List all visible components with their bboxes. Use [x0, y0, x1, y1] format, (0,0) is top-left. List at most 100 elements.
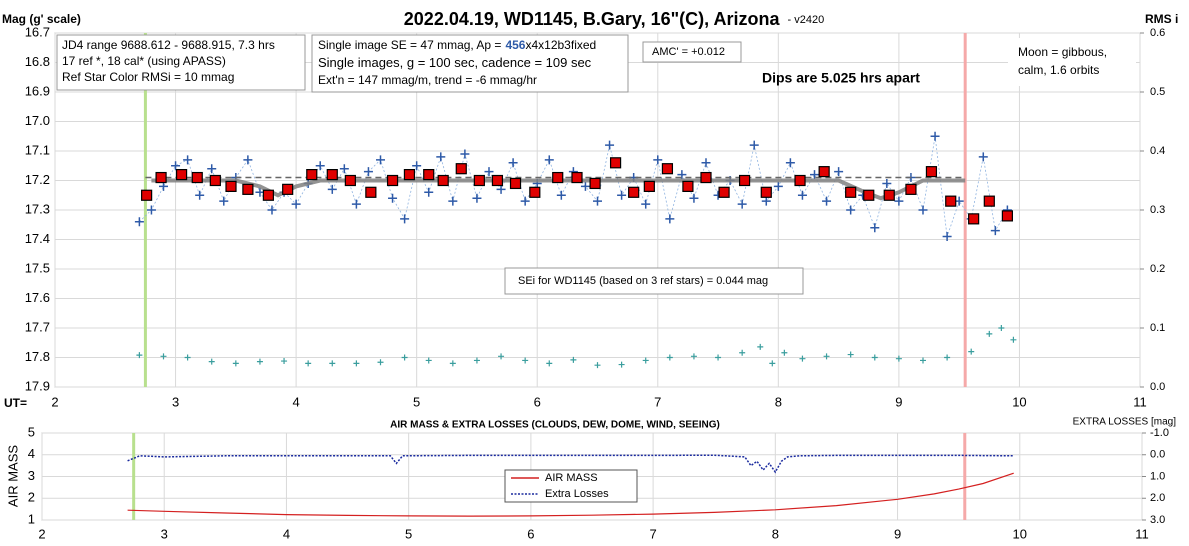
average-point: [718, 186, 730, 198]
cross-point: [618, 361, 625, 368]
chart-title: 2022.04.19, WD1145, B.Gary, 16"(C), Ariz…: [404, 9, 781, 29]
x-tick-label: 9: [895, 394, 902, 409]
y-tick-label: 17.9: [25, 378, 50, 393]
setup-box: [311, 34, 629, 93]
average-point: [262, 189, 274, 201]
cross-point: [315, 161, 325, 171]
cross-point: [846, 205, 856, 215]
y2-axis-label: RMS i: [1145, 12, 1178, 26]
cross-point: [448, 196, 458, 206]
average-point: [760, 186, 772, 198]
cross-point: [749, 140, 759, 150]
x-tick-label: 6: [534, 394, 541, 409]
y-tick-label: 17.4: [25, 231, 50, 246]
setup-line: Ext'n = 147 mmag/m, trend = -6 mmag/hr: [318, 73, 537, 87]
cross-point: [472, 193, 482, 203]
cross-point: [544, 155, 554, 165]
cross-point: [267, 205, 277, 215]
setup-aperture: 456: [505, 38, 525, 52]
cross-point: [195, 190, 205, 200]
cross-point: [799, 355, 806, 362]
y-tick-label: 4: [28, 446, 35, 461]
cross-point: [305, 360, 312, 367]
dips-text: Dips are 5.025 hrs apart: [762, 70, 920, 86]
x-tick-label: 9: [894, 526, 901, 541]
average-point: [306, 169, 318, 181]
average-point: [437, 174, 449, 187]
y-axis-label: AIR MASS: [5, 445, 20, 507]
average-point: [403, 169, 416, 181]
cross-point: [522, 357, 529, 364]
cross-point: [690, 353, 697, 360]
y-tick-label: 3: [28, 468, 35, 483]
x-tick-label: 3: [172, 394, 179, 409]
cross-point: [986, 330, 993, 337]
y2-axis-label: EXTRA LOSSES [mag]: [1073, 417, 1177, 428]
series-line: [127, 454, 1014, 474]
average-point: [141, 189, 153, 201]
y-tick-label: 17.5: [25, 260, 50, 275]
cross-point: [556, 190, 566, 200]
cross-point: [834, 167, 844, 177]
cross-point: [546, 360, 553, 367]
average-point: [282, 183, 294, 195]
average-point: [326, 169, 338, 181]
setup-text: Single image SE = 47 mmag, Ap =: [318, 38, 501, 52]
average-point: [1001, 210, 1013, 222]
y-tick-label: 1: [28, 511, 35, 526]
amc-box: [642, 41, 742, 63]
cross-point: [183, 155, 193, 165]
cross-point: [496, 184, 506, 194]
average-point: [643, 180, 655, 192]
cross-point: [377, 359, 384, 366]
y2-tick-label: 0.0: [1150, 449, 1165, 461]
y-tick-label: 17.3: [25, 201, 50, 216]
cross-point: [822, 196, 832, 206]
cross-point: [160, 353, 167, 360]
cross-point: [520, 196, 530, 206]
note: 17 ref *, 18 cal* (using APASS): [62, 54, 226, 68]
y-tick-label: 17.0: [25, 113, 50, 128]
average-point: [455, 163, 467, 175]
cross-point: [498, 353, 505, 360]
moon-text: Moon = gibbous,: [1018, 45, 1107, 59]
average-point: [242, 183, 254, 195]
cross-point: [327, 184, 337, 194]
legend-label: Extra Losses: [545, 488, 609, 500]
average-point: [968, 213, 980, 225]
y2-tick-label: 0.3: [1150, 204, 1165, 216]
cross-point: [159, 181, 168, 191]
x-tick-label: 10: [1012, 394, 1026, 409]
series-line: [127, 472, 1014, 517]
cross-point: [617, 190, 627, 200]
average-point: [589, 177, 601, 190]
setup-line: Single images, g = 100 sec, cadence = 10…: [318, 55, 592, 70]
average-point: [209, 174, 221, 187]
x-tick-label: 8: [772, 526, 779, 541]
y2-tick-label: 0.6: [1150, 27, 1165, 39]
average-point: [473, 174, 485, 187]
average-point: [365, 186, 377, 198]
average-point: [794, 174, 806, 187]
average-point: [423, 169, 435, 181]
cross-point: [641, 199, 651, 209]
y-tick-label: 17.7: [25, 319, 50, 334]
cross-point: [781, 349, 788, 356]
cross-point: [930, 131, 940, 141]
y2-tick-label: 1.0: [1150, 470, 1165, 482]
average-point: [529, 186, 541, 198]
x-tick-label: 7: [649, 526, 656, 541]
x-tick-label: 11: [1135, 526, 1149, 541]
cross-point: [701, 158, 711, 168]
x-tick-label: 11: [1133, 394, 1147, 409]
cross-point: [666, 354, 673, 361]
x-tick-label: 4: [292, 394, 299, 409]
average-point: [571, 171, 583, 184]
cross-point: [1010, 336, 1017, 343]
average-point: [925, 166, 938, 178]
y-tick-label: 5: [28, 424, 35, 439]
cross-point: [134, 217, 144, 227]
cross-point: [351, 199, 361, 209]
